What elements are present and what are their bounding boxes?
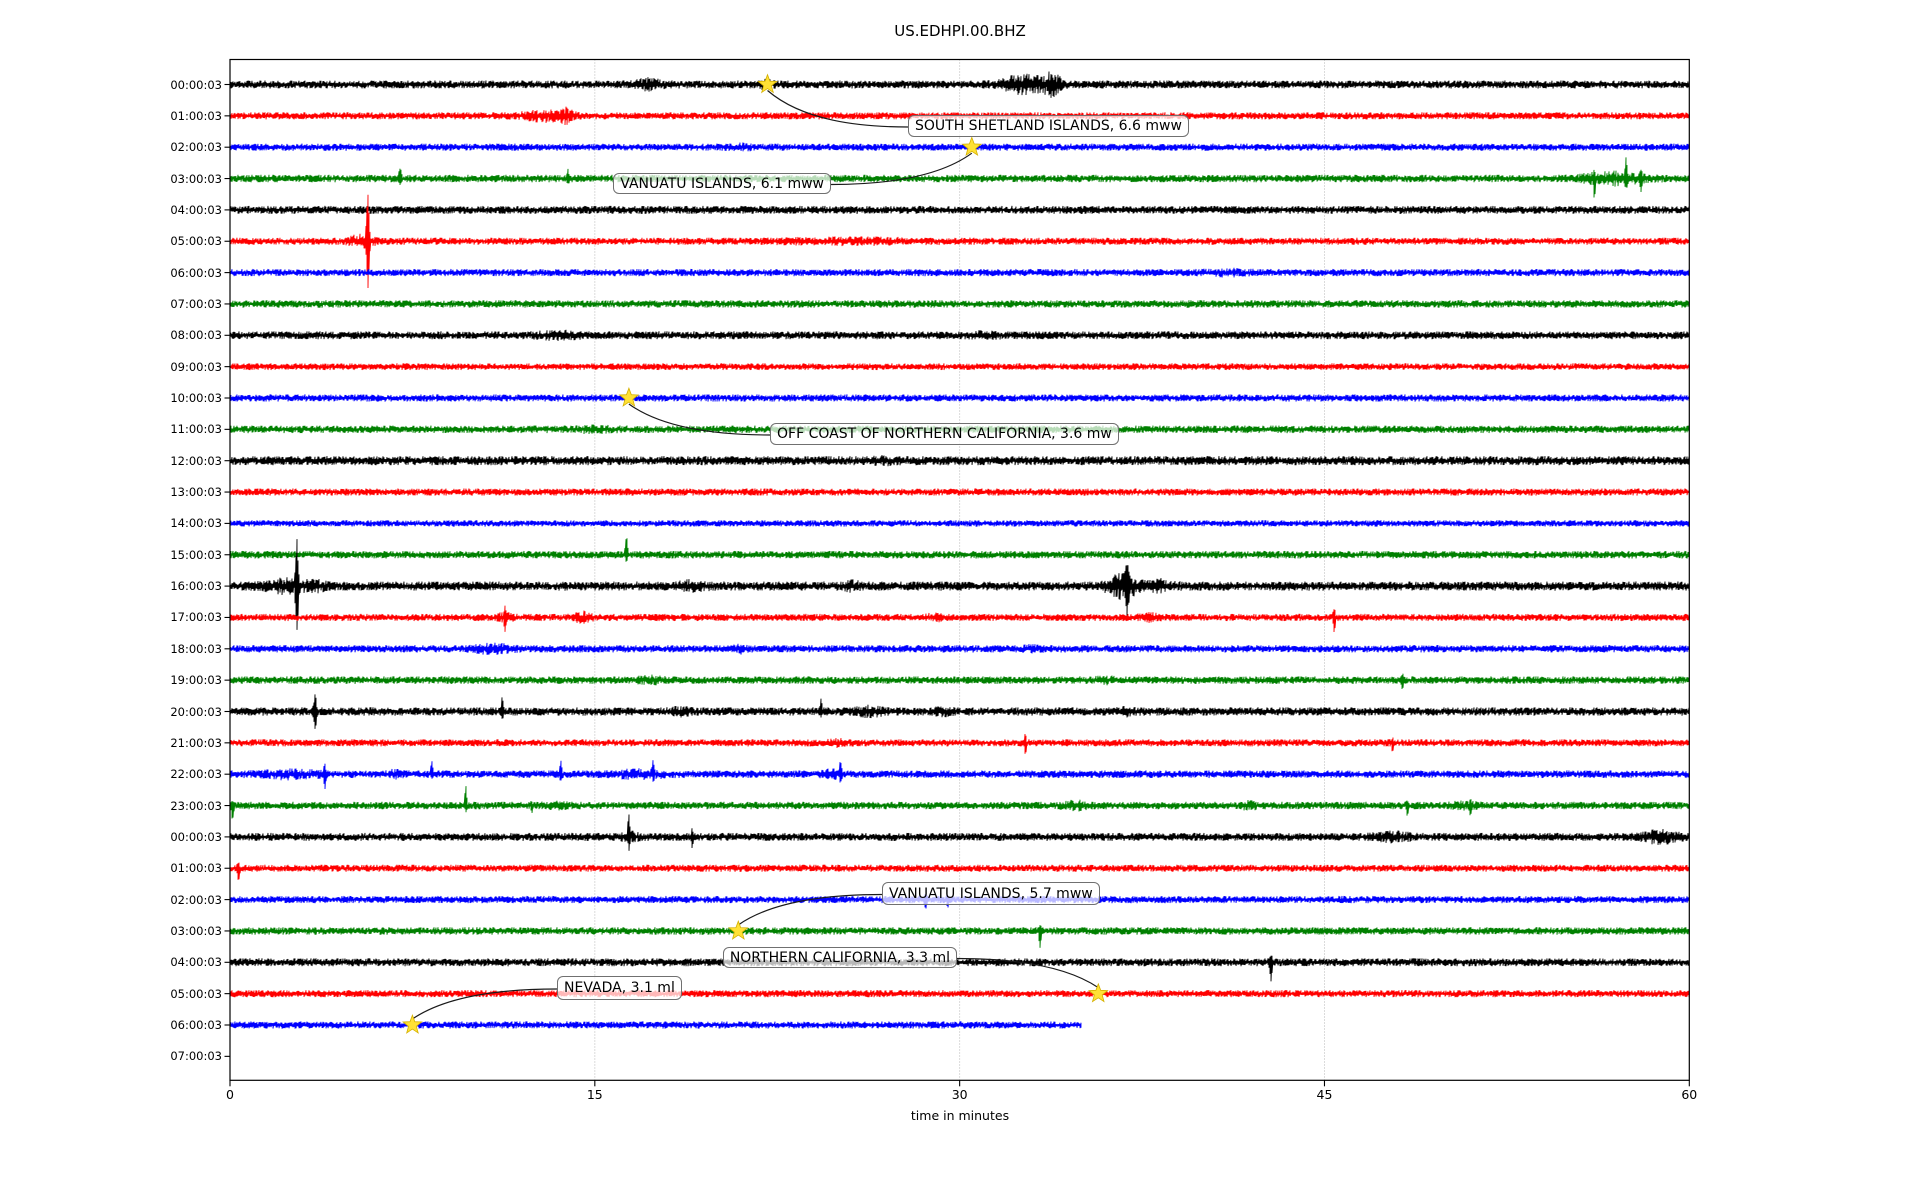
- y-tick-label-0: 00:00:03: [170, 77, 222, 92]
- trace-15-150003: [230, 538, 1690, 562]
- event-connector-0: [767, 90, 909, 128]
- trace-20-200003: [230, 694, 1690, 729]
- y-tick-label-30: 06:00:03: [170, 1018, 222, 1032]
- y-tick-label-31: 07:00:03: [170, 1049, 222, 1064]
- y-tick-label-12: 12:00:03: [170, 453, 222, 468]
- y-tick-label-1: 01:00:03: [170, 108, 222, 123]
- trace-14-140003: [230, 520, 1690, 527]
- y-tick-label-29: 05:00:03: [170, 986, 222, 1001]
- event-star-1: [961, 136, 983, 157]
- trace-4-040003: [230, 205, 1690, 214]
- event-connector-4: [956, 957, 1099, 989]
- y-tick-label-26: 02:00:03: [170, 892, 222, 907]
- trace-9-090003: [230, 363, 1690, 371]
- event-star-5: [402, 1014, 423, 1034]
- x-tick-label-30: 30: [951, 1087, 968, 1102]
- x-tick-label-60: 60: [1681, 1087, 1698, 1102]
- y-tick-label-19: 19:00:03: [170, 673, 222, 688]
- trace-29-050003: [230, 989, 1690, 998]
- y-tick-label-25: 01:00:03: [170, 861, 222, 876]
- trace-0-000003: [230, 71, 1690, 98]
- y-tick-label-2: 02:00:03: [170, 140, 222, 155]
- trace-27-030003: [230, 925, 1690, 948]
- y-tick-label-23: 23:00:03: [170, 798, 222, 813]
- y-tick-label-18: 18:00:03: [170, 641, 222, 656]
- y-tick-label-20: 20:00:03: [170, 704, 222, 719]
- y-tick-label-11: 11:00:03: [170, 422, 222, 437]
- event-label-1: VANUATU ISLANDS, 6.1 mww: [613, 173, 831, 194]
- trace-6-060003: [230, 267, 1690, 278]
- trace-3-030003: [230, 157, 1690, 198]
- y-tick-label-6: 06:00:03: [170, 265, 222, 280]
- y-tick-label-4: 04:00:03: [170, 202, 222, 217]
- event-connector-3: [737, 893, 883, 926]
- trace-24-000003: [230, 814, 1690, 851]
- trace-2-020003: [230, 142, 1690, 152]
- trace-8-080003: [230, 329, 1690, 342]
- trace-5-050003: [230, 194, 1690, 289]
- figure-title: US.EDHPI.00.BHZ: [894, 22, 1026, 40]
- x-axis-title: time in minutes: [910, 1108, 1010, 1123]
- y-tick-label-22: 22:00:03: [170, 767, 222, 782]
- y-tick-label-10: 10:00:03: [170, 391, 222, 405]
- y-tick-label-16: 16:00:03: [170, 579, 222, 594]
- trace-22-220003: [230, 760, 1690, 790]
- y-tick-label-14: 14:00:03: [170, 516, 222, 531]
- x-tick-label-45: 45: [1316, 1087, 1333, 1102]
- trace-30-060003: [230, 1021, 1082, 1029]
- trace-12-120003: [230, 454, 1690, 467]
- y-tick-label-3: 03:00:03: [170, 171, 222, 186]
- trace-7-070003: [230, 300, 1690, 308]
- y-tick-label-21: 21:00:03: [170, 735, 222, 750]
- trace-23-230003: [230, 786, 1690, 819]
- event-star-3: [727, 920, 749, 940]
- event-label-3: VANUATU ISLANDS, 5.7 mww: [882, 882, 1100, 905]
- y-tick-label-15: 15:00:03: [170, 547, 222, 562]
- y-tick-label-7: 07:00:03: [170, 296, 222, 311]
- trace-18-180003: [230, 642, 1690, 655]
- event-label-5: NEVADA, 3.1 ml: [557, 976, 682, 1000]
- x-tick-label-15: 15: [586, 1087, 603, 1102]
- trace-10-100003: [230, 394, 1690, 402]
- y-tick-label-8: 08:00:03: [170, 328, 222, 343]
- event-label-4: NORTHERN CALIFORNIA, 3.3 ml: [722, 947, 957, 968]
- y-tick-label-5: 05:00:03: [170, 234, 222, 249]
- event-label-2: OFF COAST OF NORTHERN CALIFORNIA, 3.6 mw: [770, 423, 1119, 445]
- trace-16-160003: [230, 539, 1690, 630]
- event-star-2: [618, 387, 640, 407]
- event-connector-5: [412, 988, 558, 1020]
- y-tick-label-17: 17:00:03: [170, 610, 222, 625]
- event-label-0: SOUTH SHETLAND ISLANDS, 6.6 mww: [908, 115, 1189, 137]
- y-tick-label-24: 00:00:03: [170, 829, 222, 844]
- y-tick-label-27: 03:00:03: [170, 923, 222, 938]
- trace-19-190003: [230, 673, 1690, 690]
- event-star-0: [757, 73, 778, 94]
- trace-13-130003: [230, 488, 1690, 496]
- y-tick-label-9: 09:00:03: [170, 359, 222, 374]
- y-tick-label-28: 04:00:03: [170, 955, 222, 970]
- event-star-4: [1087, 982, 1109, 1003]
- trace-28-040003: [230, 955, 1690, 982]
- event-connector-1: [830, 152, 973, 186]
- x-tick-label-0: 0: [226, 1087, 234, 1102]
- trace-21-210003: [230, 733, 1690, 754]
- trace-25-010003: [230, 862, 1690, 880]
- event-connector-2: [628, 403, 771, 436]
- trace-17-170003: [230, 605, 1690, 633]
- y-tick-label-13: 13:00:03: [170, 485, 222, 500]
